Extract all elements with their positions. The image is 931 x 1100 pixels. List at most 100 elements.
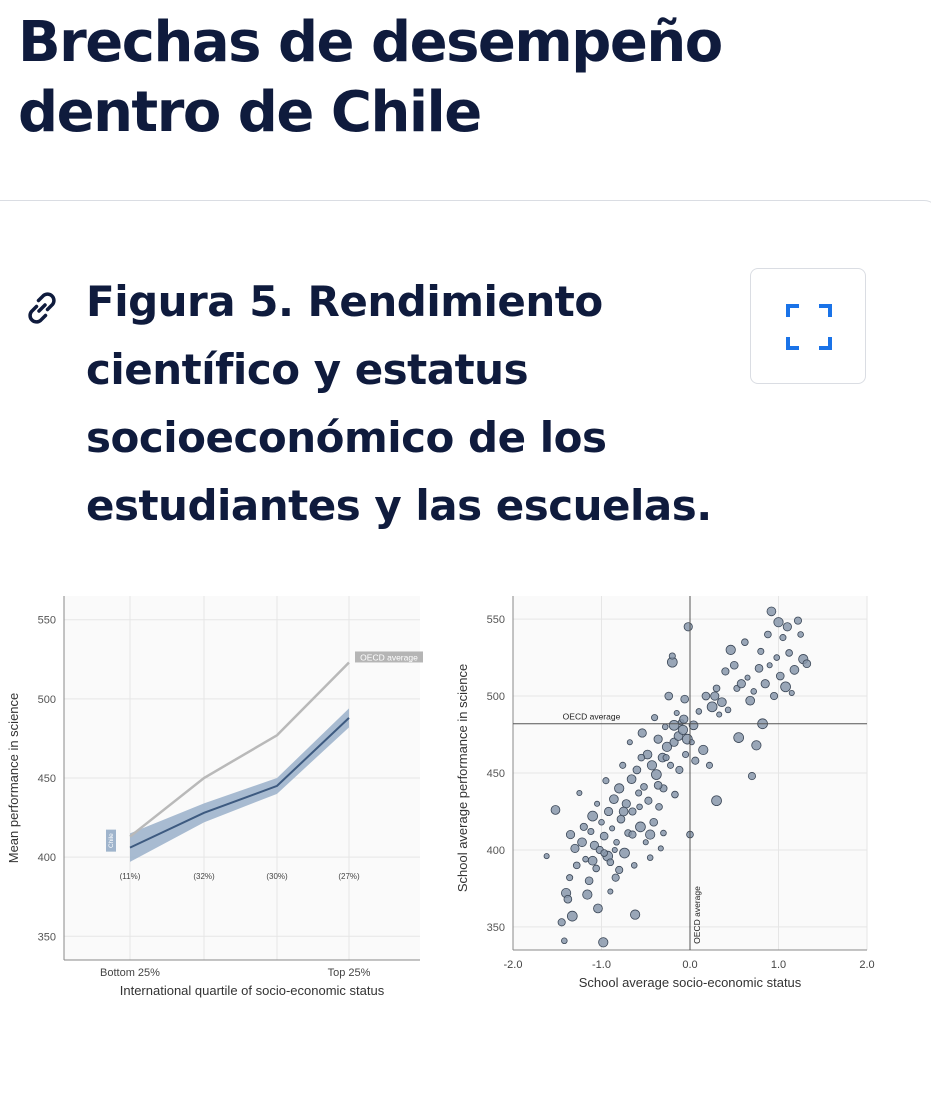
scatter-point: [653, 781, 663, 790]
scatter-point: [566, 874, 574, 882]
scatter-point: [661, 723, 669, 731]
y-tick-label: 550: [38, 615, 56, 627]
x-axis-title: International quartile of socio-economic…: [120, 983, 385, 998]
scatter-point: [662, 754, 670, 762]
fullscreen-button[interactable]: [750, 268, 866, 384]
scatter-point: [729, 660, 739, 670]
figure-title: Figura 5. Rendimiento científico y estat…: [86, 277, 712, 530]
scatter-point: [594, 800, 601, 807]
oecd-average-label-y: OECD average: [563, 712, 621, 722]
scatter-point: [725, 644, 736, 655]
scatter-point: [680, 694, 689, 704]
page-heading: Brechas de desempeño dentro de Chile: [18, 10, 723, 145]
scatter-point: [683, 622, 693, 632]
category-share-label: (30%): [266, 872, 288, 881]
scatter-point: [788, 689, 795, 696]
y-tick-label: 450: [38, 773, 56, 785]
scatter-point: [630, 909, 641, 920]
scatter-point: [651, 714, 659, 722]
scatter-point: [572, 861, 581, 870]
scatter-point: [667, 761, 675, 769]
y-axis-title: Mean performance in science: [6, 693, 21, 864]
scatter-point: [579, 822, 588, 831]
x-tick-label: 2.0: [859, 959, 874, 971]
scatter-point: [675, 765, 684, 774]
scatter-point: [691, 756, 700, 765]
figure-charts: 350 400 450 500 550 OECD average Chile (11%) (32…: [6, 596, 875, 998]
scatter-point: [655, 803, 663, 811]
x-axis-title: School average socio-economic status: [579, 975, 802, 990]
scatter-point: [754, 664, 764, 673]
scatter-point: [587, 855, 598, 866]
scatter-point: [744, 674, 751, 681]
scatter-point: [668, 652, 676, 660]
scatter-point: [785, 649, 793, 657]
y-tick-label: 500: [38, 694, 56, 706]
scatter-point: [646, 854, 654, 861]
y-tick-label: 550: [487, 614, 505, 626]
scatter-point: [632, 765, 642, 775]
scatter-point: [618, 806, 629, 817]
scatter-point: [741, 638, 749, 646]
scatter-point: [710, 691, 720, 701]
scatter-point: [679, 714, 689, 724]
scatter-point: [635, 821, 646, 833]
scatter-point: [733, 732, 745, 743]
scatter-point: [584, 876, 594, 886]
category-share-label: (11%): [120, 872, 141, 881]
scatter-point: [717, 697, 727, 708]
scatter-point: [797, 631, 804, 638]
scatter-point: [609, 794, 619, 804]
scatter-point: [688, 720, 699, 731]
scatter-point: [698, 744, 709, 755]
scatter-point: [640, 783, 648, 791]
scatter-point: [561, 937, 568, 945]
scatter-point: [661, 741, 673, 752]
scatter-point: [570, 843, 580, 853]
scatter-point: [609, 825, 616, 832]
scatter-point: [649, 817, 659, 827]
scatter-point: [747, 772, 756, 781]
scatter-point: [589, 840, 599, 850]
scatter-point: [606, 858, 615, 867]
scatter-point: [757, 647, 765, 655]
chile-confidence-band: [130, 708, 349, 862]
scatter-point: [600, 849, 608, 857]
scatter-point: [598, 937, 609, 948]
scatter-point: [557, 918, 566, 927]
figure-card: [0, 200, 931, 1100]
scatter-point: [695, 708, 703, 715]
scatter-point: [802, 659, 812, 669]
scatter-point: [711, 795, 722, 807]
scatter-point: [773, 617, 784, 628]
scatter-point: [598, 818, 605, 826]
scatter-point: [701, 691, 711, 701]
y-tick-label: 400: [38, 852, 56, 864]
line-chart: 350 400 450 500 550 OECD average Chile (11%) (32…: [6, 596, 423, 998]
scatter-point: [628, 830, 637, 839]
scatter-point: [770, 692, 779, 701]
y-axis-title: School average performance in science: [455, 664, 470, 892]
scatter-point: [619, 847, 630, 859]
x-tick-label: Bottom 25%: [100, 967, 160, 979]
oecd-series-line: [129, 661, 350, 838]
chile-series-line: [129, 717, 350, 849]
scatter-point: [642, 839, 649, 846]
scatter-point: [673, 709, 680, 716]
scatter-point: [637, 753, 646, 762]
link-icon[interactable]: [20, 286, 64, 330]
y-tick-label: 500: [487, 691, 505, 703]
x-tick-label: -2.0: [504, 959, 523, 971]
scatter-point: [760, 679, 770, 689]
scatter-point: [779, 634, 787, 642]
chile-series-label: Chile: [108, 833, 115, 848]
scatter-point: [705, 761, 713, 769]
scatter-point: [750, 688, 757, 695]
scatter-point: [657, 845, 664, 852]
scatter-point: [653, 734, 663, 744]
scatter-point: [766, 606, 777, 617]
category-share-label: (27%): [338, 872, 360, 881]
scatter-point: [582, 855, 589, 863]
scatter-point: [775, 671, 785, 681]
scatter-point: [773, 654, 780, 661]
